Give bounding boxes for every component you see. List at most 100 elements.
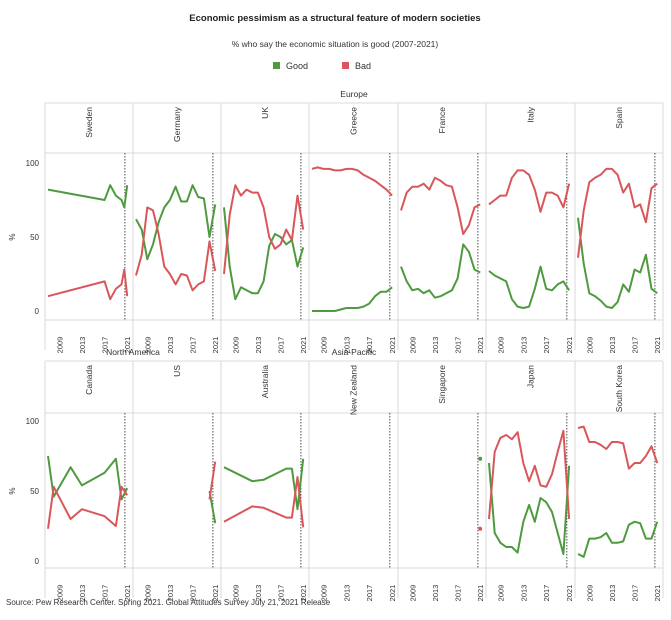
x-tick-label: 2009 — [231, 337, 240, 354]
good-series-line — [400, 243, 481, 299]
x-tick-label: 2021 — [211, 337, 220, 354]
x-tick-label: 2017 — [189, 585, 198, 602]
x-tick-label: 2021 — [123, 585, 132, 602]
panel: Australia 2009 2013 2017 2021 — [220, 361, 308, 602]
x-tick-label: 2021 — [388, 337, 397, 354]
y-axis-label: % — [8, 487, 17, 494]
country-label: Singapore — [437, 365, 447, 404]
x-tick-label: 2013 — [431, 337, 440, 354]
country-label: Italy — [526, 106, 536, 122]
y-axis-label: % — [8, 233, 17, 240]
good-series-line — [488, 462, 571, 555]
panel: New Zealand 2009 2013 2017 2021 — [308, 361, 397, 602]
good-series-line — [135, 184, 217, 261]
panel: France 2009 2013 2017 2021 — [397, 103, 485, 354]
y-tick-label: 0 — [35, 557, 40, 566]
good-point — [478, 456, 483, 461]
region-label: Asia-Pacific — [332, 347, 377, 357]
x-tick-label: 2017 — [542, 585, 551, 602]
bad-series-line — [223, 184, 305, 275]
panel: South Korea 2009 2013 2017 2021 — [574, 361, 664, 602]
x-tick-label: 2021 — [123, 337, 132, 354]
legend-bad-label: Bad — [355, 61, 371, 71]
country-label: New Zealand — [349, 365, 359, 415]
bad-series-line — [488, 169, 571, 213]
chart-source: Source: Pew Research Center. Spring 2021… — [6, 598, 331, 607]
x-tick-label: 2017 — [454, 337, 463, 354]
x-tick-label: 2013 — [608, 585, 617, 602]
x-tick-label: 2013 — [254, 337, 263, 354]
x-tick-label: 2013 — [342, 585, 351, 602]
x-tick-label: 2021 — [653, 337, 662, 354]
x-tick-label: 2021 — [653, 585, 662, 602]
x-tick-label: 2017 — [365, 585, 374, 602]
x-tick-label: 2021 — [565, 585, 574, 602]
bad-series-line — [488, 429, 571, 520]
x-tick-label: 2009 — [319, 337, 328, 354]
panel: Italy 2009 2013 2017 2021 — [485, 103, 574, 354]
country-label: Sweden — [84, 107, 94, 138]
good-series-line — [223, 458, 305, 511]
good-series-line — [577, 520, 659, 558]
bad-series-line — [208, 461, 217, 500]
country-label: Greece — [349, 107, 359, 135]
legend-good-swatch — [273, 62, 280, 69]
bad-series-line — [47, 485, 129, 529]
country-label: France — [437, 107, 447, 134]
panel: Spain 2009 2013 2017 2021 — [574, 103, 664, 354]
panel: Canada 2009 2013 2017 2021 — [44, 361, 132, 602]
x-tick-label: 2009 — [585, 337, 594, 354]
x-tick-label: 2017 — [101, 585, 110, 602]
x-tick-label: 2009 — [496, 585, 505, 602]
good-series-line — [577, 217, 658, 309]
bad-series-line — [47, 268, 129, 301]
good-series-line — [47, 455, 129, 501]
legend-bad-swatch — [342, 62, 349, 69]
good-series-line — [47, 184, 129, 209]
legend: Good Bad — [273, 61, 371, 71]
x-tick-label: 2017 — [365, 337, 374, 354]
x-tick-label: 2021 — [565, 337, 574, 354]
bad-series-line — [223, 476, 305, 528]
x-tick-label: 2017 — [189, 337, 198, 354]
x-tick-label: 2013 — [166, 585, 175, 602]
good-series-line — [312, 286, 393, 312]
good-series-line — [223, 207, 305, 301]
x-tick-label: 2009 — [585, 585, 594, 602]
bad-series-line — [577, 425, 659, 470]
x-tick-label: 2021 — [299, 585, 308, 602]
panel: Sweden 2009 2013 2017 2021 — [44, 103, 132, 354]
x-tick-label: 2013 — [431, 585, 440, 602]
y-tick-label: 100 — [26, 417, 40, 426]
x-tick-label: 2013 — [254, 585, 263, 602]
x-tick-label: 2009 — [231, 585, 240, 602]
y-tick-label: 50 — [30, 487, 39, 496]
x-tick-label: 2009 — [55, 585, 64, 602]
x-tick-label: 2009 — [319, 585, 328, 602]
good-series-line — [488, 265, 570, 309]
x-tick-label: 2017 — [277, 585, 286, 602]
panel: Greece 2009 2013 2017 2021 — [308, 103, 397, 354]
country-label: Spain — [614, 107, 624, 129]
bad-series-line — [311, 166, 393, 197]
x-tick-label: 2017 — [454, 585, 463, 602]
country-label: Canada — [84, 365, 94, 395]
bad-series-line — [400, 176, 481, 235]
country-label: Germany — [172, 106, 182, 142]
x-tick-label: 2009 — [55, 337, 64, 354]
country-label: UK — [260, 107, 270, 119]
x-tick-label: 2021 — [299, 337, 308, 354]
x-tick-label: 2017 — [631, 585, 640, 602]
x-tick-label: 2017 — [631, 337, 640, 354]
x-tick-label: 2009 — [496, 337, 505, 354]
x-tick-label: 2013 — [78, 337, 87, 354]
region-label: North America — [106, 347, 160, 357]
x-tick-label: 2009 — [408, 337, 417, 354]
panel: Japan 2009 2013 2017 2021 — [485, 361, 574, 602]
bad-series-line — [577, 167, 658, 258]
country-label: South Korea — [614, 365, 624, 413]
x-tick-label: 2013 — [519, 585, 528, 602]
